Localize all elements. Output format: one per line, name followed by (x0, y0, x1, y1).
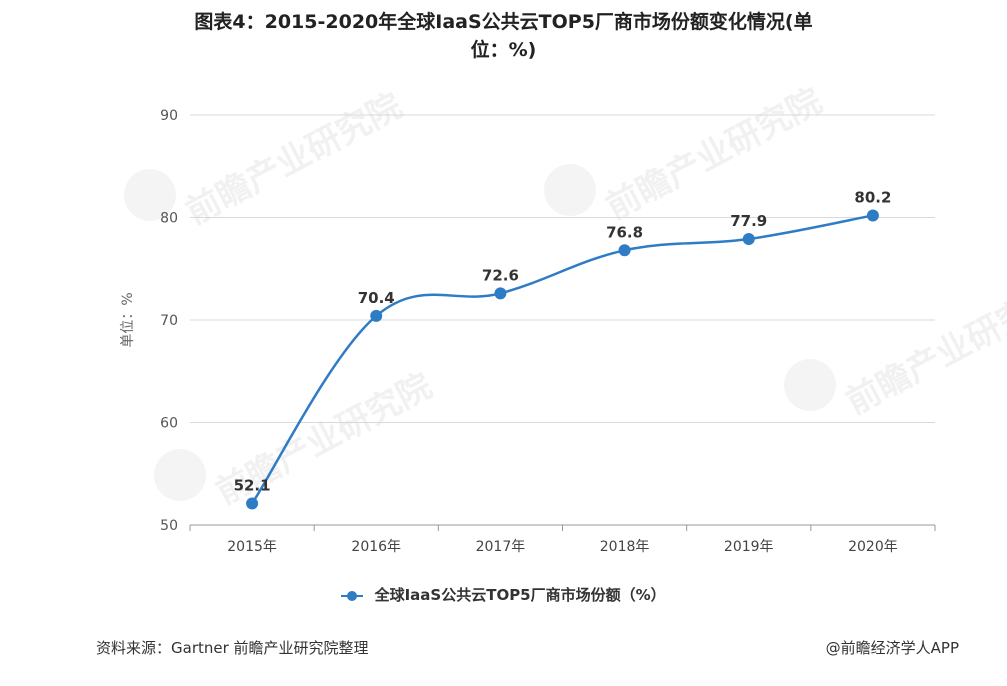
data-label: 80.2 (854, 188, 891, 206)
watermark-text: 前瞻产业研究院 (840, 276, 1007, 423)
data-label: 72.6 (482, 266, 519, 284)
data-label: 76.8 (606, 223, 643, 241)
title-line-1: 图表4：2015-2020年全球IaaS公共云TOP5厂商市场份额变化情况(单 (194, 11, 813, 33)
y-tick-label: 60 (160, 416, 178, 432)
data-label: 70.4 (358, 289, 395, 307)
source-note: 资料来源：Gartner 前瞻产业研究院整理 (96, 639, 369, 657)
data-point[interactable] (370, 309, 383, 322)
watermark-logo-icon (544, 164, 596, 216)
chart-title: 图表4：2015-2020年全球IaaS公共云TOP5厂商市场份额变化情况(单 … (0, 8, 1007, 64)
x-tick-label: 2016年 (351, 539, 401, 555)
data-point[interactable] (246, 497, 259, 510)
y-axis-label: 单位：% (120, 292, 136, 347)
y-tick-label: 70 (160, 313, 178, 329)
data-point[interactable] (494, 287, 507, 300)
x-tick-label: 2018年 (600, 539, 650, 555)
y-tick-label: 90 (160, 108, 178, 124)
x-tick-label: 2019年 (724, 539, 774, 555)
watermark-text: 前瞻产业研究院 (600, 81, 829, 228)
brand-credit: @前瞻经济学人APP (825, 639, 959, 657)
data-point[interactable] (742, 233, 755, 246)
watermark-logo-icon (124, 169, 176, 221)
line-chart: 前瞻产业研究院 前瞻产业研究院前瞻产业研究院前瞻产业研究院506070809020… (120, 81, 1007, 555)
watermark-text: 前瞻产业研究院 (180, 86, 409, 233)
watermark-logo-icon (784, 359, 836, 411)
x-tick-label: 2017年 (476, 539, 526, 555)
data-label: 77.9 (730, 212, 767, 230)
legend[interactable]: 全球IaaS公共云TOP5厂商市场份额（%） (0, 584, 1007, 605)
x-tick-label: 2015年 (227, 539, 277, 555)
title-line-2: 位：%) (470, 39, 537, 61)
data-point[interactable] (618, 244, 631, 257)
legend-label: 全球IaaS公共云TOP5厂商市场份额（%） (374, 586, 666, 604)
y-tick-label: 50 (160, 518, 178, 534)
data-point[interactable] (866, 209, 879, 222)
series-line (251, 214, 874, 505)
legend-marker-icon (341, 590, 364, 602)
watermark-logo-icon (154, 449, 206, 501)
data-label: 52.1 (234, 476, 271, 494)
y-tick-label: 80 (160, 211, 178, 227)
x-tick-label: 2020年 (848, 539, 898, 555)
